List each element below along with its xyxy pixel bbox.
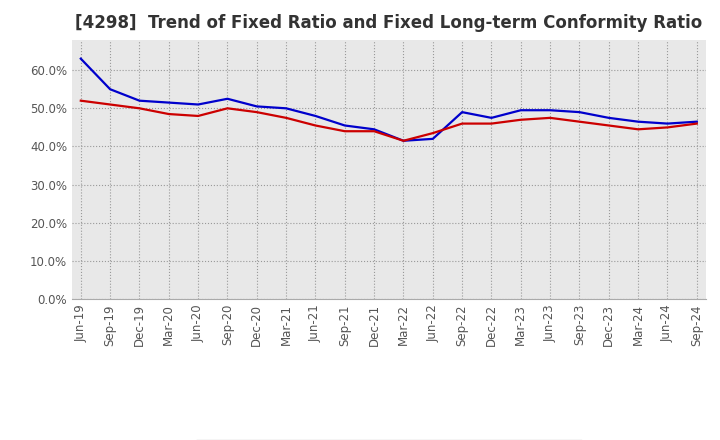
Fixed Long-term Conformity Ratio [135,106,144,111]
Fixed Long-term Conformity Ratio [253,110,261,115]
Fixed Ratio [663,121,672,126]
Fixed Long-term Conformity Ratio [458,121,467,126]
Fixed Long-term Conformity Ratio [282,115,290,121]
Fixed Long-term Conformity Ratio [370,128,379,134]
Fixed Ratio [546,108,554,113]
Fixed Long-term Conformity Ratio [106,102,114,107]
Fixed Ratio [223,96,232,101]
Fixed Long-term Conformity Ratio [399,138,408,143]
Title: [4298]  Trend of Fixed Ratio and Fixed Long-term Conformity Ratio: [4298] Trend of Fixed Ratio and Fixed Lo… [75,15,703,33]
Fixed Long-term Conformity Ratio [575,119,584,125]
Fixed Long-term Conformity Ratio [311,123,320,128]
Fixed Ratio [253,104,261,109]
Fixed Long-term Conformity Ratio [341,128,349,134]
Fixed Ratio [399,138,408,143]
Fixed Ratio [634,119,642,125]
Fixed Ratio [76,56,85,61]
Fixed Long-term Conformity Ratio [428,131,437,136]
Fixed Ratio [311,114,320,119]
Fixed Ratio [106,87,114,92]
Fixed Ratio [164,100,173,105]
Fixed Ratio [458,110,467,115]
Fixed Ratio [693,119,701,125]
Fixed Long-term Conformity Ratio [223,106,232,111]
Fixed Long-term Conformity Ratio [693,121,701,126]
Fixed Long-term Conformity Ratio [487,121,496,126]
Fixed Ratio [516,108,525,113]
Fixed Ratio [194,102,202,107]
Fixed Long-term Conformity Ratio [546,115,554,121]
Fixed Long-term Conformity Ratio [663,125,672,130]
Fixed Long-term Conformity Ratio [76,98,85,103]
Fixed Long-term Conformity Ratio [194,114,202,119]
Fixed Long-term Conformity Ratio [634,127,642,132]
Fixed Long-term Conformity Ratio [164,111,173,117]
Fixed Long-term Conformity Ratio [516,117,525,122]
Fixed Ratio [341,123,349,128]
Fixed Ratio [135,98,144,103]
Line: Fixed Ratio: Fixed Ratio [81,59,697,141]
Fixed Ratio [605,115,613,121]
Fixed Ratio [575,110,584,115]
Fixed Long-term Conformity Ratio [605,123,613,128]
Fixed Ratio [370,127,379,132]
Fixed Ratio [428,136,437,142]
Line: Fixed Long-term Conformity Ratio: Fixed Long-term Conformity Ratio [81,101,697,141]
Fixed Ratio [282,106,290,111]
Fixed Ratio [487,115,496,121]
